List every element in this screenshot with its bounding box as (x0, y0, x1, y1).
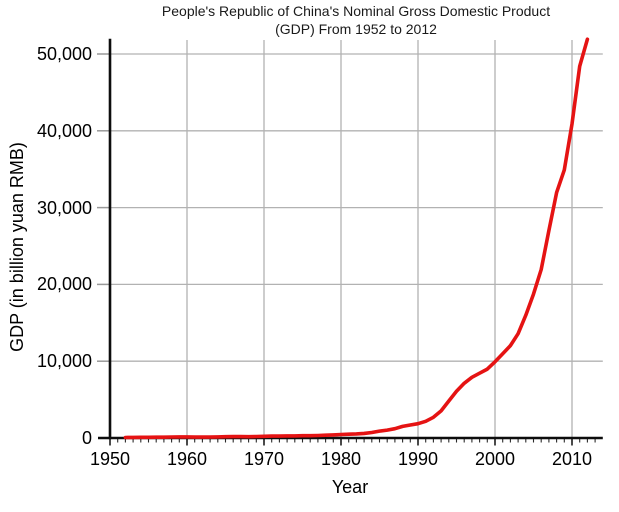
x-tick-label: 2010 (551, 449, 593, 469)
y-tick-label: 40,000 (36, 120, 92, 141)
y-tick-label: 10,000 (36, 351, 92, 372)
x-axis-label: Year (331, 477, 369, 497)
x-tick-label: 1990 (397, 449, 439, 469)
chart-title-line-1: People's Republic of China's Nominal Gro… (161, 3, 551, 19)
x-tick-label: 1950 (89, 449, 131, 469)
x-tick-label: 2000 (474, 449, 516, 469)
x-tick-label: 1970 (243, 449, 285, 469)
y-tick-label: 30,000 (36, 197, 92, 218)
y-tick-label: 0 (81, 428, 92, 448)
x-tick-label: 1980 (320, 449, 362, 469)
y-tick-label: 50,000 (36, 44, 92, 64)
chart-title-line-2: (GDP) From 1952 to 2012 (275, 21, 437, 37)
x-tick-label: 1960 (166, 449, 208, 469)
gdp-data-line (123, 37, 590, 440)
y-tick-label: 20,000 (36, 274, 92, 295)
